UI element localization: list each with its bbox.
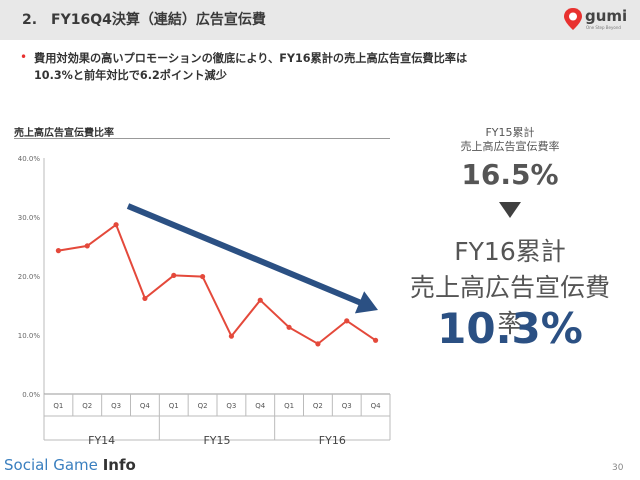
x-tick-label: Q3: [111, 402, 121, 410]
x-tick-label: Q4: [140, 402, 151, 410]
chart-title-rule: [14, 138, 390, 139]
x-tick-label: Q4: [371, 402, 382, 410]
data-point: [142, 295, 148, 302]
y-tick-label: 20.0%: [18, 273, 41, 281]
x-tick-label: Q1: [169, 402, 179, 410]
x-tick-label: Q4: [255, 402, 266, 410]
footer-brand-b: Info: [102, 456, 136, 474]
x-tick-label: Q2: [198, 402, 208, 410]
bullet-icon: •: [20, 50, 28, 64]
x-tick-label: Q3: [342, 402, 352, 410]
trend-arrow-head-icon: [354, 291, 378, 314]
data-point: [257, 297, 263, 303]
data-point: [344, 318, 350, 324]
fy15-value: 16.5%: [461, 158, 559, 191]
ad-ratio-line-chart: 0.0% 10.0% 20.0% 30.0% 40.0% Q1 Q2 Q3 Q4 Q1 Q2 Q3 Q4…: [18, 155, 391, 447]
y-tick-label: 30.0%: [18, 214, 41, 222]
page-title: 2. FY16Q4決算（連結）広告宣伝費: [22, 12, 266, 28]
footer-brand-a: Social Game: [4, 456, 98, 474]
data-point: [84, 243, 90, 249]
trend-arrow-shaft: [126, 203, 368, 308]
y-tick-label: 0.0%: [22, 391, 40, 399]
x-tick-label: Q3: [226, 402, 236, 410]
series-line: [58, 223, 377, 346]
x-group-label: FY16: [319, 434, 346, 447]
down-triangle-icon: [499, 202, 521, 218]
bullet-line-2: 10.3%と前年対比で6.2ポイント減少: [34, 69, 227, 82]
header-bar: 2. FY16Q4決算（連結）広告宣伝費 gumi One Step Beyon…: [0, 0, 640, 40]
chart-title: 売上高広告宣伝費比率: [14, 128, 114, 139]
x-tick-label: Q1: [284, 402, 294, 410]
bullet-text: 費用対効果の高いプロモーションの徹底により、FY16累計の売上高広告宣伝費比率は…: [34, 50, 614, 84]
page-number: 30: [612, 463, 624, 473]
bullet-line-1: 費用対効果の高いプロモーションの徹底により、FY16累計の売上高広告宣伝費比率は: [34, 52, 468, 65]
fy15-label-line-1: FY15累計: [485, 126, 535, 139]
data-point: [113, 222, 119, 228]
fy15-label-line-2: 売上高広告宣伝費率: [460, 140, 560, 153]
fy15-label: FY15累計 売上高広告宣伝費率: [440, 126, 580, 154]
data-point: [372, 337, 379, 343]
fy16-label-line-1: FY16累計: [454, 237, 566, 266]
data-point: [286, 324, 292, 330]
logo-tagline: One Step Beyond: [586, 25, 621, 30]
data-point: [228, 333, 235, 339]
data-point: [199, 273, 206, 280]
x-group-label: FY15: [203, 434, 230, 447]
fy16-label-line-2: 売上高広告宣伝費率: [409, 273, 610, 338]
y-tick-label: 10.0%: [18, 332, 41, 340]
gumi-logo: gumi One Step Beyond: [564, 7, 632, 35]
x-tick-label: Q2: [82, 402, 92, 410]
data-point: [171, 272, 177, 279]
x-group-label: FY14: [88, 434, 115, 447]
data-point: [315, 341, 321, 347]
location-pin-icon: [564, 8, 582, 30]
fy16-value: 10.3%: [437, 304, 583, 353]
x-tick-label: Q2: [313, 402, 323, 410]
footer-brand: Social Game Info: [4, 456, 136, 474]
data-point: [55, 248, 62, 254]
logo-word: gumi: [585, 7, 628, 25]
y-tick-label: 40.0%: [18, 155, 41, 163]
x-tick-label: Q1: [53, 402, 63, 410]
